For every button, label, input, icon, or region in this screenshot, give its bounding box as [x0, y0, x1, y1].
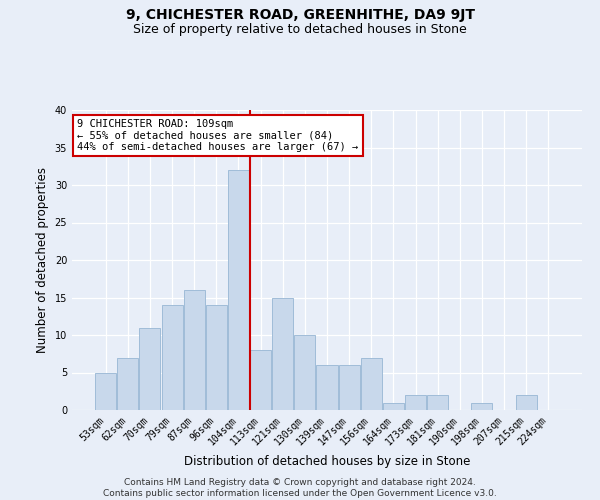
- Bar: [118, 358, 139, 410]
- Text: Contains HM Land Registry data © Crown copyright and database right 2024.
Contai: Contains HM Land Registry data © Crown c…: [103, 478, 497, 498]
- Bar: [338, 365, 359, 410]
- Bar: [95, 372, 116, 410]
- Bar: [184, 290, 205, 410]
- Bar: [515, 395, 536, 410]
- Text: Distribution of detached houses by size in Stone: Distribution of detached houses by size …: [184, 455, 470, 468]
- Bar: [405, 395, 426, 410]
- Bar: [250, 350, 271, 410]
- Text: 9 CHICHESTER ROAD: 109sqm
← 55% of detached houses are smaller (84)
44% of semi-: 9 CHICHESTER ROAD: 109sqm ← 55% of detac…: [77, 119, 358, 152]
- Bar: [161, 305, 182, 410]
- Bar: [472, 402, 493, 410]
- Text: 9, CHICHESTER ROAD, GREENHITHE, DA9 9JT: 9, CHICHESTER ROAD, GREENHITHE, DA9 9JT: [125, 8, 475, 22]
- Bar: [316, 365, 338, 410]
- Bar: [272, 298, 293, 410]
- Y-axis label: Number of detached properties: Number of detached properties: [36, 167, 49, 353]
- Bar: [139, 328, 160, 410]
- Bar: [295, 335, 316, 410]
- Bar: [206, 305, 227, 410]
- Text: Size of property relative to detached houses in Stone: Size of property relative to detached ho…: [133, 22, 467, 36]
- Bar: [427, 395, 448, 410]
- Bar: [383, 402, 404, 410]
- Bar: [361, 358, 382, 410]
- Bar: [228, 170, 249, 410]
